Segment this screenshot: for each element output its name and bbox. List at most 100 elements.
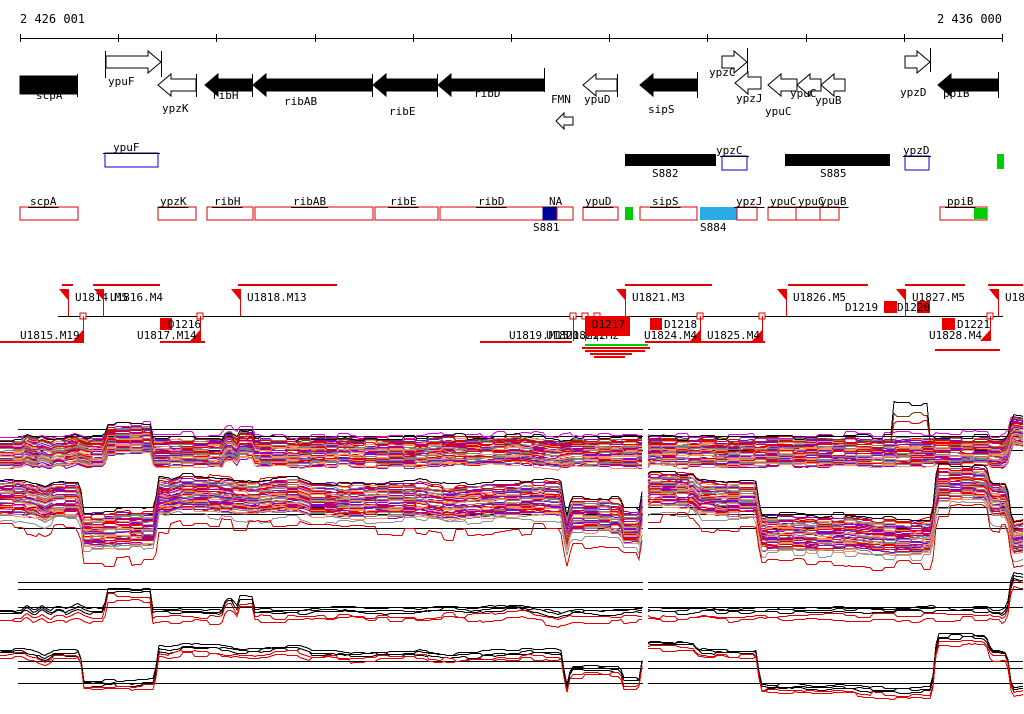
gene-box-ribE[interactable]: [374, 206, 439, 221]
down-flag-U1828.M4[interactable]: [980, 330, 990, 341]
up-flag-U1818.M13[interactable]: [231, 289, 240, 300]
gene-box-scpA[interactable]: [19, 206, 79, 221]
segment-underline: [645, 341, 765, 343]
summary-line: [647, 577, 1023, 617]
gene-arrow-ypzK[interactable]: [157, 72, 197, 98]
profile-outlier-line: [647, 463, 1024, 524]
summary-line: [647, 636, 1024, 694]
profile-line: [647, 474, 1023, 531]
segment-box-S881[interactable]: [542, 206, 558, 221]
gene-box-ribD[interactable]: [439, 206, 544, 221]
profile-line: [0, 476, 643, 518]
gene-box-ypzJ[interactable]: [736, 206, 758, 221]
profile-line: [647, 473, 1023, 531]
gene-box-box[interactable]: [556, 206, 574, 221]
expression-profile-panels: [0, 400, 1024, 700]
gene-arrow-FMN[interactable]: [555, 111, 574, 131]
segment-box-ypuF[interactable]: [104, 152, 159, 168]
segment-bar-S882[interactable]: [625, 154, 716, 166]
down-flag-U1815.M19[interactable]: [73, 330, 83, 341]
down-flag-U1817.M14[interactable]: [190, 330, 200, 341]
label-underline: [388, 207, 419, 208]
segment-green-line: [585, 344, 648, 346]
reference-line: [648, 607, 1023, 608]
gene-boundary-bar: [372, 74, 373, 97]
summary-line: [647, 640, 1024, 697]
down-flag-pole: [990, 316, 991, 341]
down-flag-label-U1828.M4: U1828.M4: [929, 329, 982, 342]
gene-box-ribH[interactable]: [206, 206, 254, 221]
ruler-tick: [216, 34, 217, 42]
segment-label-S885: S885: [820, 167, 847, 180]
segment-underline: [0, 341, 84, 343]
gene-label-ypzK: ypzK: [162, 102, 189, 115]
up-flag-U1816.M4[interactable]: [94, 289, 103, 300]
profile-line: [0, 501, 643, 543]
segment-label-S882: S882: [652, 167, 679, 180]
down-flag-U1824.M4[interactable]: [690, 330, 700, 341]
gene-arrow-ribAB[interactable]: [252, 72, 373, 98]
gene-arrow-ypzC[interactable]: [721, 49, 748, 75]
up-flag-U1814.M5[interactable]: [59, 289, 68, 300]
up-flag-U1827.M5[interactable]: [896, 289, 905, 300]
gene-label-ypuC: ypuC: [765, 105, 792, 118]
summary-line: [0, 591, 642, 618]
segment-box-S884[interactable]: [700, 207, 737, 220]
reference-line: [18, 528, 643, 529]
d-marker-D1219[interactable]: [884, 301, 897, 313]
up-flag-U1826.M5[interactable]: [777, 289, 786, 300]
d-marker-D1217[interactable]: [585, 316, 630, 336]
d-marker-D1220[interactable]: [917, 301, 930, 313]
label-underline: [476, 207, 507, 208]
d-marker-D1216[interactable]: [160, 318, 172, 330]
summary-line: [647, 634, 1023, 691]
segment-label-ypzD: ypzD: [903, 144, 930, 157]
gene-arrow-ypzD[interactable]: [904, 49, 931, 75]
d-marker-label-D1216: D1216: [168, 318, 201, 331]
gene-box-ypuC[interactable]: [767, 206, 797, 221]
up-flag-U1821.M3[interactable]: [616, 289, 625, 300]
label-underline: [903, 156, 931, 157]
segment-box-ypzD[interactable]: [904, 155, 930, 171]
gene-box-ribAB[interactable]: [254, 206, 374, 221]
segment-box-green[interactable]: [625, 207, 633, 220]
segment-green-box[interactable]: [997, 154, 1004, 169]
transcript-segment-track: ypuF S882 ypzC S885 ypzD: [103, 141, 1004, 180]
reference-line: [648, 668, 1023, 669]
label-underline: [720, 156, 749, 157]
gene-arrow-ypuF[interactable]: [105, 49, 162, 75]
gene-box-ypuB[interactable]: [819, 206, 840, 221]
gene-box-label-NA: NA: [549, 195, 563, 208]
up-flag-U18[interactable]: [989, 289, 998, 300]
gene-box-ypzK[interactable]: [157, 206, 197, 221]
d-marker-D1221[interactable]: [942, 318, 955, 330]
gene-box-ypuC[interactable]: [795, 206, 821, 221]
gene-arrow-ypzJ[interactable]: [734, 70, 762, 96]
down-flag-U1825.M4[interactable]: [752, 330, 762, 341]
summary-panel-bottom: [0, 633, 1024, 700]
ruler-tick: [118, 34, 119, 42]
profile-line: [0, 481, 643, 522]
gene-box-sipS[interactable]: [639, 206, 698, 221]
d-marker-D1218[interactable]: [650, 318, 662, 330]
gene-box-ypuD[interactable]: [582, 206, 619, 221]
segment-box-ypzC[interactable]: [721, 155, 748, 171]
gene-box-label-ypuC: ypuC: [770, 195, 797, 208]
segment-bar-S885[interactable]: [785, 154, 890, 166]
segment-overline: [238, 284, 337, 286]
gene-arrow-sipS[interactable]: [639, 72, 698, 98]
gene-arrow-ypuB[interactable]: [820, 72, 846, 98]
label-underline: [768, 207, 799, 208]
down-flag-label-U1825.M4: U1825.M4: [707, 329, 760, 342]
gene-box-label-scpA: scpA: [30, 195, 57, 208]
up-flag-label-U1818.M13: U1818.M13: [247, 291, 307, 304]
position-ruler: 2 426 001 2 436 000: [20, 12, 1003, 42]
reference-line: [18, 589, 643, 590]
gene-label-ribE: ribE: [389, 105, 416, 118]
reference-line: [648, 582, 1023, 583]
profile-outlier-line: [648, 504, 1024, 571]
gene-arrow-ribE[interactable]: [372, 72, 438, 98]
gene-label-ribH: ribH: [212, 89, 239, 102]
reference-line: [648, 589, 1023, 590]
profile-panel-multi-top: [0, 400, 1024, 472]
